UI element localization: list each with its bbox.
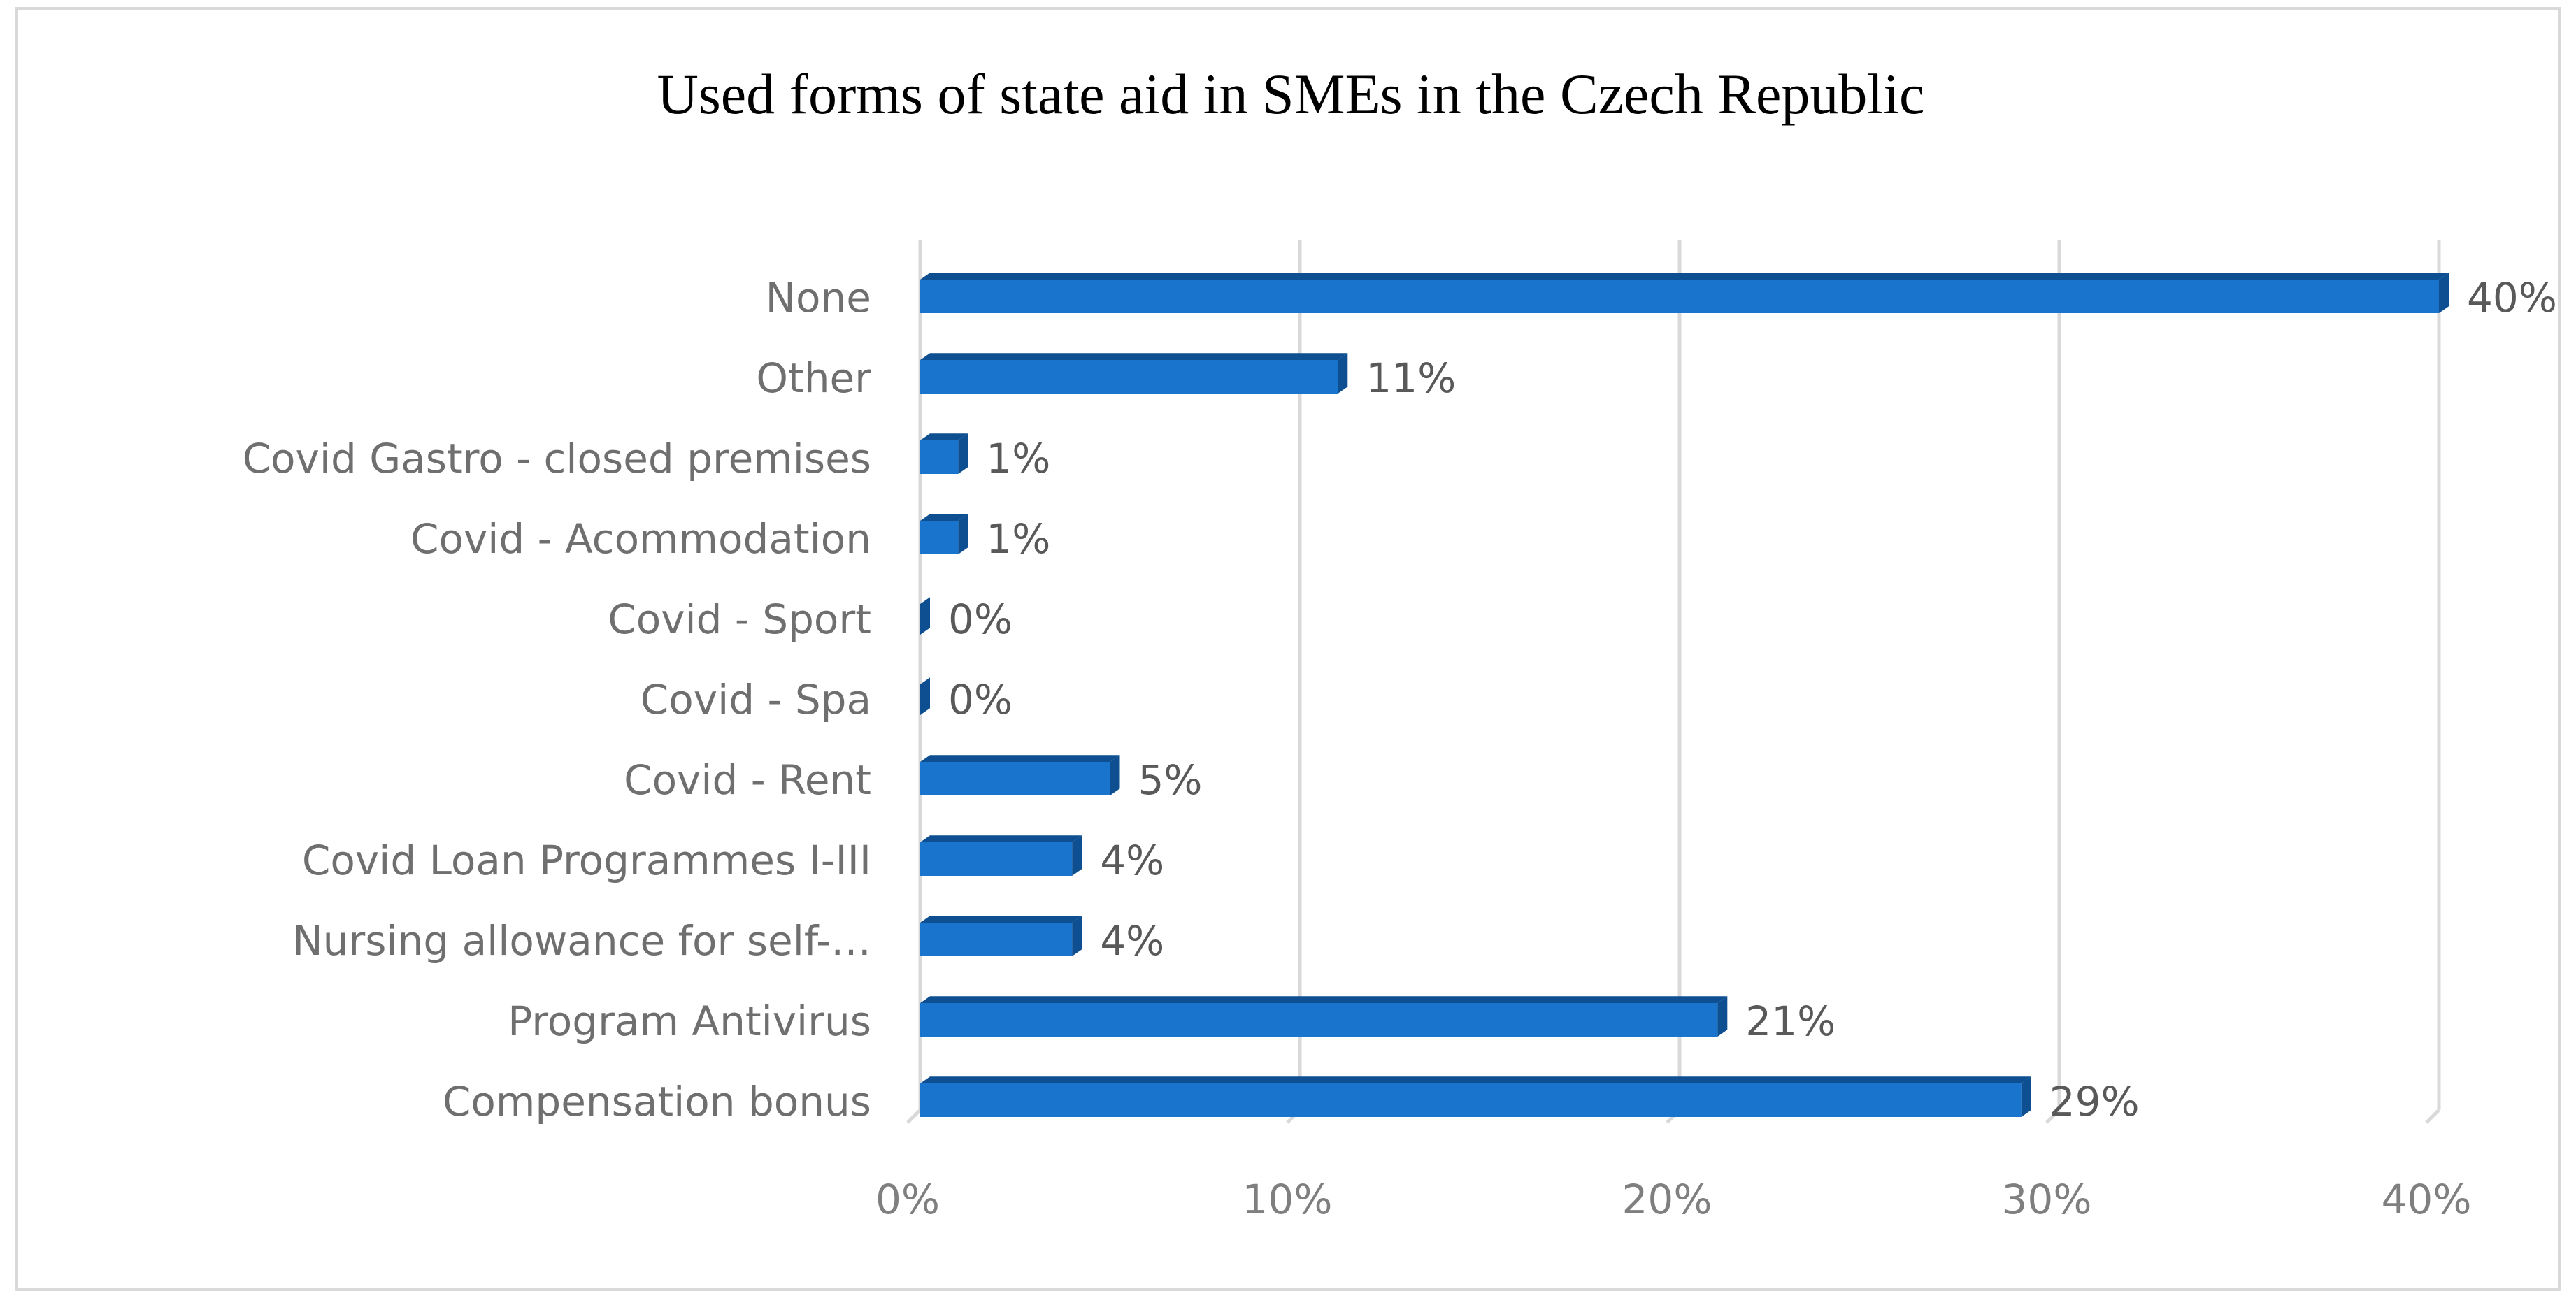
bar [920, 677, 930, 715]
bar-front [920, 1083, 2022, 1117]
category-label: None [766, 274, 871, 322]
bar-side [1717, 996, 1728, 1037]
bar [920, 514, 968, 554]
bar-top [920, 514, 968, 521]
data-label: 4% [1100, 837, 1164, 884]
data-label: 40% [2467, 274, 2557, 322]
category-label: Other [756, 354, 871, 402]
bar [920, 996, 1728, 1037]
bar-side [1110, 755, 1120, 795]
bar [920, 755, 1120, 795]
bar-top [920, 835, 1082, 842]
category-label: Covid - Acommodation [410, 515, 871, 563]
bar-front [920, 842, 1073, 876]
category-label: Compensation bonus [443, 1078, 871, 1125]
bar-front [920, 521, 959, 554]
category-label: Covid Gastro - closed premises [243, 435, 871, 482]
bar-front [920, 280, 2439, 313]
bar [920, 835, 1082, 876]
bar-front [920, 1003, 1718, 1037]
bar [920, 597, 930, 635]
chart-title: Used forms of state aid in SMEs in the C… [657, 62, 1925, 126]
category-label: Covid - Rent [624, 756, 871, 804]
data-label: 21% [1745, 997, 1836, 1045]
category-label: Program Antivirus [508, 997, 871, 1045]
x-tick-label: 40% [2382, 1176, 2472, 1223]
bar-side [958, 514, 968, 554]
data-label: 5% [1138, 756, 1203, 804]
x-tick-label: 20% [1622, 1176, 1712, 1223]
bar-top [920, 273, 2449, 280]
data-label: 4% [1100, 917, 1164, 965]
bar-side [1072, 916, 1082, 956]
bar-side [1338, 353, 1348, 394]
bar-side [920, 677, 930, 715]
bar-side [1072, 835, 1082, 876]
data-label: 0% [948, 596, 1012, 643]
bar-top [920, 353, 1348, 360]
bar-chart: Used forms of state aid in SMEs in the C… [243, 62, 2557, 1223]
bar-top [920, 755, 1120, 762]
bar [920, 433, 968, 474]
category-label: Covid Loan Programmes I-III [302, 837, 871, 884]
bar [920, 273, 2449, 313]
bar-side [2021, 1076, 2031, 1117]
data-label: 29% [2049, 1078, 2140, 1125]
bar-top [920, 433, 968, 440]
bar [920, 353, 1348, 394]
gridline-base [906, 1109, 922, 1124]
x-tick-label: 10% [1243, 1176, 1333, 1223]
bar-front [920, 360, 1338, 394]
bar-front [920, 923, 1073, 956]
data-label: 1% [986, 435, 1050, 482]
x-tick-label: 30% [2002, 1176, 2092, 1223]
x-tick-label: 0% [875, 1176, 940, 1223]
bar-top [920, 996, 1728, 1003]
bar-top [920, 1076, 2031, 1083]
gridline-base [2425, 1109, 2440, 1124]
category-label: Covid - Sport [608, 596, 871, 643]
bar [920, 916, 1082, 956]
bar-front [920, 762, 1110, 795]
category-label: Covid - Spa [641, 676, 871, 723]
data-label: 1% [986, 515, 1050, 563]
category-label: Nursing allowance for self-… [292, 917, 871, 965]
gridline-base [2045, 1109, 2061, 1124]
data-label: 11% [1366, 354, 1456, 402]
bar-side [2439, 273, 2449, 313]
data-label: 0% [948, 676, 1012, 723]
bar [920, 1076, 2031, 1117]
bar-front [920, 440, 959, 474]
bar-side [958, 433, 968, 474]
bar-side [920, 597, 930, 635]
chart-frame: Used forms of state aid in SMEs in the C… [15, 7, 2561, 1291]
bar-top [920, 916, 1082, 923]
